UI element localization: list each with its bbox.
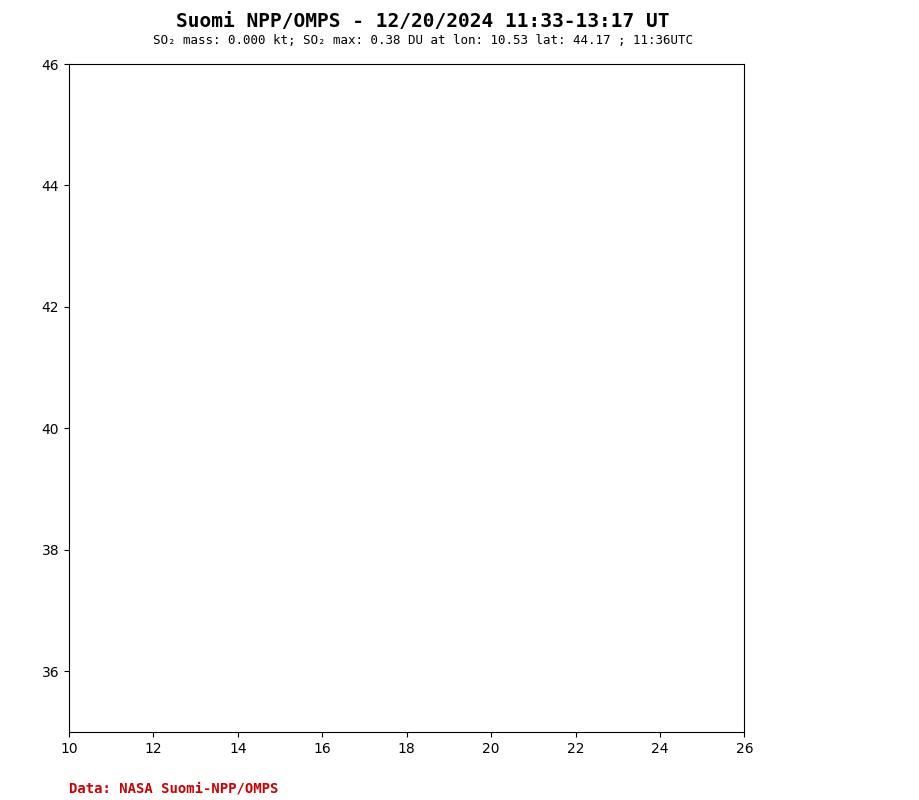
Text: SO₂ mass: 0.000 kt; SO₂ max: 0.38 DU at lon: 10.53 lat: 44.17 ; 11:36UTC: SO₂ mass: 0.000 kt; SO₂ max: 0.38 DU at … <box>153 34 693 46</box>
Text: Suomi NPP/OMPS - 12/20/2024 11:33-13:17 UT: Suomi NPP/OMPS - 12/20/2024 11:33-13:17 … <box>176 12 669 31</box>
Text: Data: NASA Suomi-NPP/OMPS: Data: NASA Suomi-NPP/OMPS <box>69 782 278 796</box>
